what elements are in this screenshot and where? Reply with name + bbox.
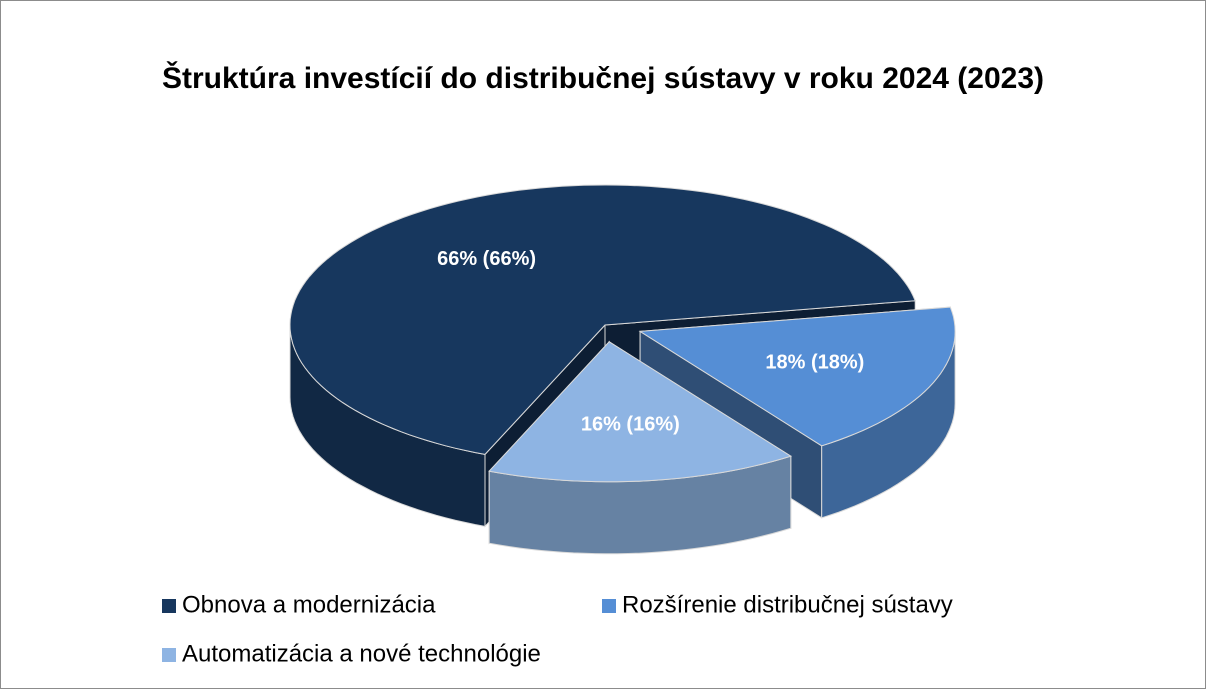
- data-labels: 66% (66%) 18% (18%) 16% (16%): [437, 248, 864, 436]
- data-label: 18% (18%): [765, 352, 864, 374]
- pie-slice: [638, 306, 956, 447]
- data-label: 66% (66%): [437, 248, 536, 270]
- legend-label: Automatizácia a nové technológie: [182, 640, 541, 667]
- chart-title: Štruktúra investícií do distribučnej sús…: [162, 61, 1044, 95]
- pie-slice: [289, 184, 916, 455]
- legend-swatch: [602, 599, 616, 613]
- legend-swatch: [162, 599, 176, 613]
- pie-tops: [289, 184, 956, 483]
- legend-swatch: [162, 648, 176, 662]
- data-label: 16% (16%): [581, 414, 680, 436]
- legend: Obnova a modernizácia Rozšírenie distribu…: [162, 591, 953, 667]
- legend-label: Obnova a modernizácia: [182, 591, 436, 618]
- legend-label: Rozšírenie distribučnej sústavy: [622, 591, 953, 618]
- pie-slice: [488, 341, 792, 483]
